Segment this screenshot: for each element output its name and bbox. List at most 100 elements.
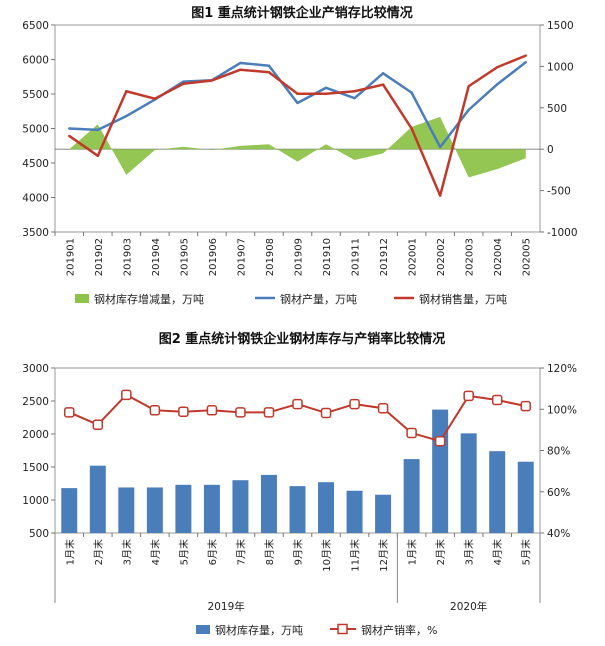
production-point	[496, 83, 499, 86]
production-point	[467, 108, 470, 112]
chart-2-x-ticks: 1月末 2月末 3月末 4月末 5月末 6月末 7月末 8月末 9月末 10月末 11月末 12月末 1…	[54, 533, 533, 572]
legend-label-production: 钢材产量，万吨	[280, 292, 357, 306]
sales-point	[438, 194, 442, 197]
sales-point	[68, 134, 71, 138]
chart-1-left-tick-label: 5500	[22, 89, 49, 101]
sales-point	[239, 68, 242, 71]
production-point	[353, 96, 356, 100]
chart-2-x-tick-label: 4月末	[149, 539, 162, 565]
sales-ratio-point	[406, 427, 417, 439]
legend-swatch-ratio-marker	[337, 623, 348, 635]
legend-label-ratio: 钢材产销率，%	[361, 623, 437, 637]
chart-2-title: 图2 重点统计钢铁企业钢材库存与产销率比较情况	[159, 331, 446, 347]
chart-1-x-tick-label: 201910	[322, 238, 333, 276]
chart-2-year-groups: 2019年 2020年	[54, 533, 541, 613]
chart-1-right-tick-label: -500	[547, 186, 571, 198]
chart-1-x-tick-label: 201904	[151, 238, 162, 276]
sales-ratio-point	[520, 400, 531, 412]
chart-2-left-tick-label: 500	[29, 528, 49, 540]
chart-2-left-tick-label: 1500	[22, 462, 49, 474]
inventory-bar	[517, 461, 534, 533]
legend-swatch-inventory	[196, 625, 210, 634]
chart-1-line-series	[68, 54, 527, 197]
legend-swatch-area	[75, 294, 89, 303]
chart-2-right-ticks: 40% 60% 80% 100% 120%	[540, 363, 577, 540]
chart-2-x-tick-label: 3月末	[120, 539, 133, 565]
sales-ratio-point	[491, 394, 503, 406]
sales-point	[496, 66, 499, 69]
chart-1-right-tick-label: -1000	[547, 227, 578, 239]
sales-point	[267, 70, 271, 74]
chart-1-left-tick-label: 4500	[22, 158, 49, 170]
chart-1-left-tick-label: 3500	[22, 227, 49, 239]
chart-2-bar-series	[61, 409, 534, 533]
legend-label-sales: 钢材销售量，万吨	[419, 292, 507, 306]
chart-2-right-tick-label: 60%	[547, 487, 570, 499]
chart-2-x-tick-label: 10月末	[320, 539, 333, 572]
inventory-change-area	[69, 116, 526, 178]
year-group-label: 2020年	[450, 600, 487, 613]
chart-1: 图1 重点统计钢铁企业产销存比较情况 350040004500500055006…	[22, 5, 577, 306]
chart-1-x-tick-label: 202004	[493, 238, 504, 276]
sales-ratio-point	[263, 407, 275, 418]
chart-2-x-tick-label: 11月末	[349, 539, 362, 572]
chart-2-right-tick-label: 40%	[547, 528, 570, 540]
chart-1-x-tick-label: 201909	[294, 238, 305, 276]
inventory-bar	[318, 482, 335, 533]
sales-point	[296, 92, 299, 95]
chart-1-left-tick-label: 6000	[22, 55, 49, 67]
production-point	[381, 72, 385, 75]
inventory-bar	[232, 480, 249, 533]
sales-ratio-point	[235, 407, 246, 418]
chart-1-x-tick-label: 201906	[208, 238, 219, 276]
chart-2: 图2 重点统计钢铁企业钢材库存与产销率比较情况 500 1000 1500 2000 2…	[22, 331, 577, 637]
production-point	[324, 86, 328, 89]
chart-1-x-tick-label: 201911	[351, 238, 362, 276]
sales-point	[210, 79, 214, 82]
chart-1-x-tick-label: 201907	[236, 238, 247, 276]
sales-ratio-point	[377, 402, 389, 414]
sales-point	[96, 154, 99, 158]
chart-2-x-tick-label: 2月末	[434, 539, 447, 565]
sales-ratio-point	[178, 406, 189, 417]
sales-point	[467, 85, 470, 88]
inventory-bar	[489, 451, 506, 533]
production-point	[438, 145, 442, 149]
chart-1-x-tick-label: 202003	[465, 238, 476, 276]
chart-2-x-tick-label: 12月末	[377, 539, 390, 572]
chart-2-x-tick-label: 5月末	[177, 539, 190, 565]
inventory-bar	[89, 465, 106, 533]
inventory-bar	[146, 487, 163, 533]
chart-1-right-tick-label: 0	[547, 144, 554, 156]
chart-1-legend: 钢材库存增减量，万吨 钢材产量，万吨 钢材销售量，万吨	[75, 292, 507, 306]
inventory-bar	[346, 490, 363, 533]
production-point	[524, 61, 527, 64]
inventory-bar	[260, 474, 277, 533]
chart-1-x-tick-label: 202001	[408, 238, 419, 276]
chart-2-line-series	[64, 389, 531, 447]
sales-ratio-point	[292, 398, 303, 410]
production-point	[239, 61, 242, 65]
chart-1-frame	[54, 24, 541, 233]
inventory-bar	[203, 484, 220, 533]
production-point	[96, 128, 99, 132]
chart-2-legend: 钢材库存量，万吨 钢材产销率，%	[196, 623, 437, 637]
chart-2-x-tick-label: 8月末	[263, 539, 276, 565]
chart-2-x-tick-label: 4月末	[491, 539, 504, 565]
chart-1-plot-area	[54, 24, 541, 233]
chart-2-x-tick-label: 7月末	[234, 539, 247, 565]
inventory-bar	[289, 486, 306, 533]
legend-label-inventory-change: 钢材库存增减量，万吨	[94, 292, 204, 306]
chart-2-x-tick-label: 2月末	[92, 539, 105, 565]
chart-1-title: 图1 重点统计钢铁企业产销存比较情况	[191, 5, 413, 21]
chart-2-x-tick-label: 1月末	[63, 539, 76, 565]
sales-point	[381, 83, 385, 86]
chart-1-right-ticks: -1000 -500 0 500 1000 1500	[540, 20, 578, 239]
chart-2-x-tick-label: 6月末	[206, 539, 219, 565]
production-point	[296, 101, 299, 105]
chart-1-right-tick-label: 500	[547, 103, 567, 115]
sales-ratio-point	[320, 407, 332, 419]
chart-1-x-tick-label: 202002	[436, 238, 447, 276]
